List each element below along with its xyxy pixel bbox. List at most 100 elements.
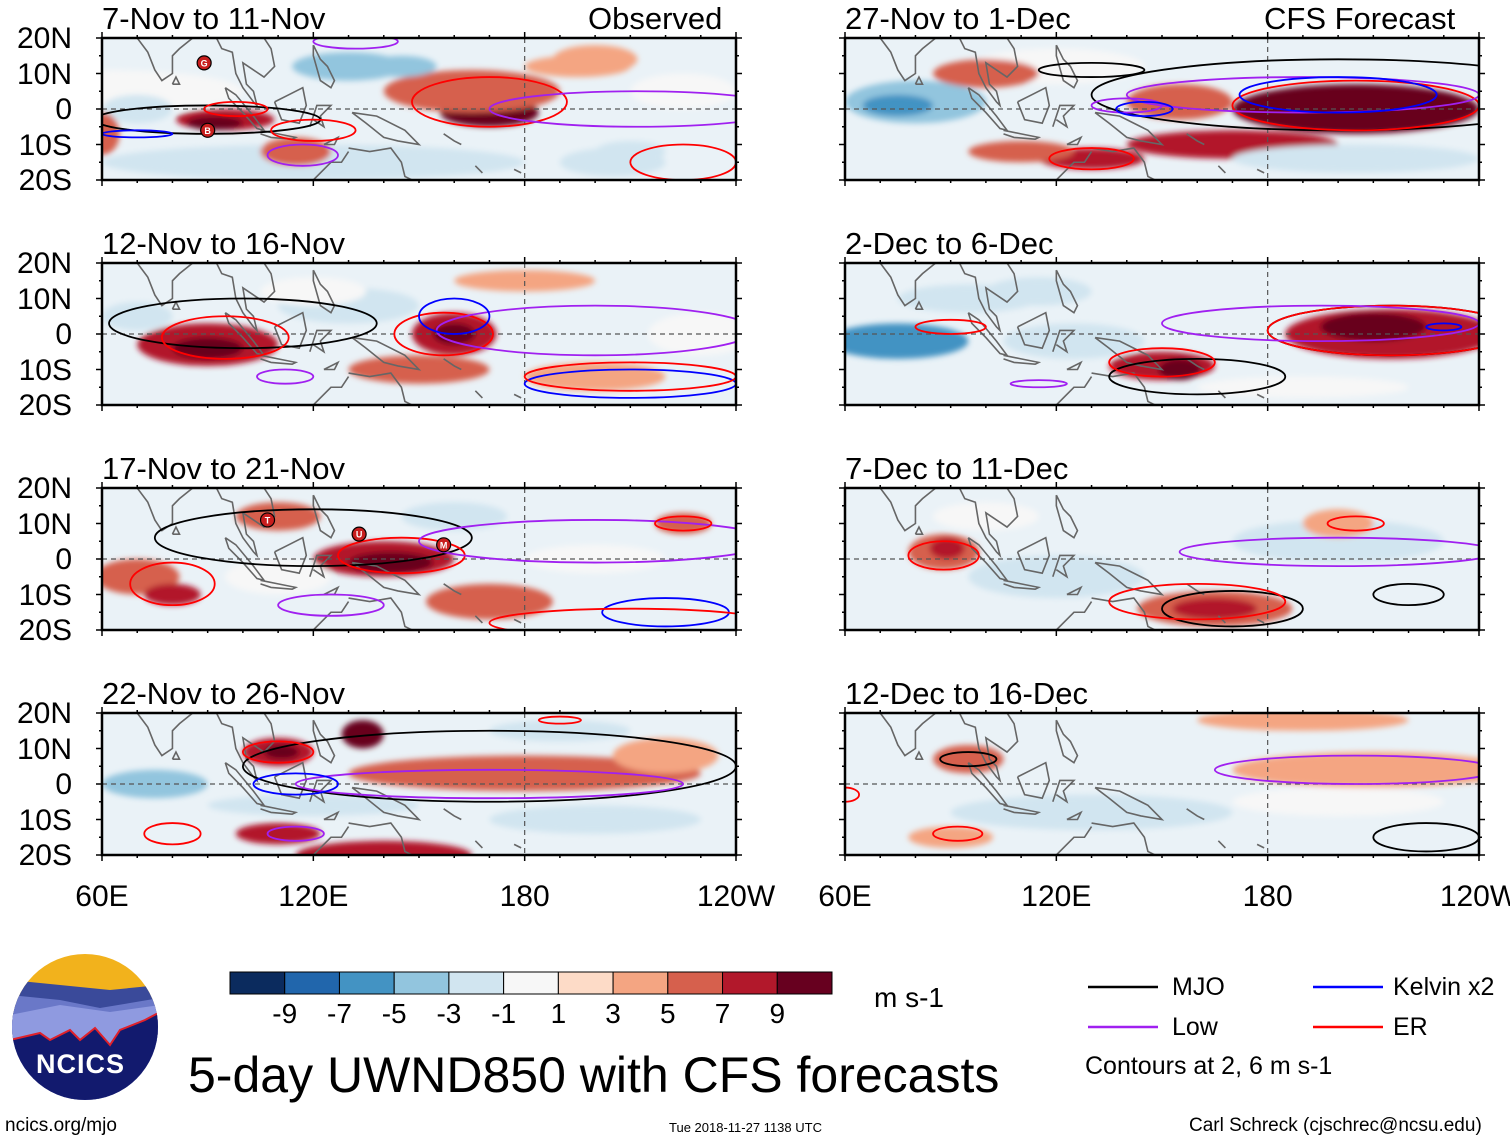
wind-anomaly-cell [102,112,120,156]
contour-er [488,607,736,630]
coastline [1003,129,1042,140]
lon-tick-label: 60E [75,880,129,913]
coastline [136,263,276,334]
lat-tick-label: 0 [55,318,72,351]
wind-anomaly-cell [524,362,666,391]
coastline [1055,44,1079,89]
lat-tick-label: 10N [16,282,72,316]
contour-er [932,825,984,842]
coastline [879,713,1019,784]
coastline [171,75,181,85]
coastline [224,537,267,582]
colorbar [229,971,833,995]
wind-anomaly-cell [102,302,173,331]
coastline [348,822,413,855]
source-url[interactable]: ncics.org/mjo [5,1115,117,1136]
svg-text:U: U [356,530,363,540]
contour-er [241,740,315,764]
coastline [1003,804,1042,815]
coastline [967,762,1010,807]
storm-marker: T [259,512,276,528]
coastline [1016,86,1051,125]
lat-tick-label: 20N [16,697,72,730]
coastline [351,561,422,596]
wind-anomaly-cell [862,94,934,117]
storm-marker: G [196,55,212,71]
coastline [312,601,350,630]
colorbar-tick-label: -1 [491,998,517,1029]
map-panel [839,482,1485,636]
figure-title: 5-day UWND850 with CFS forecasts [188,1047,1000,1103]
coastline [136,38,276,109]
coastline [273,536,308,575]
panel-title: 27-Nov to 1-Dec [845,1,1071,36]
contour-mjo [242,729,736,803]
contour-er [1266,304,1479,357]
contour-low [256,368,315,385]
lon-tick-label: 120E [278,880,349,913]
contour-kelvin [1425,322,1463,332]
lat-tick-label: 20S [18,389,72,422]
coastline [1055,719,1079,764]
wind-anomaly-cell [1320,312,1427,342]
lon-tick-label: 60E [818,880,872,913]
coastline [1016,536,1051,575]
coastline [1066,810,1083,821]
contour-er [1108,582,1287,621]
lat-tick-label: 10N [16,57,72,91]
coastline [260,579,299,590]
wind-anomaly-cell [144,583,201,606]
contour-low [488,90,736,128]
logo-text: NCICS [36,1049,126,1079]
coastline [1091,147,1156,180]
map-panel [839,32,1485,186]
wind-anomaly-cell [552,45,638,74]
coastline [312,151,350,180]
coastline [1055,826,1093,855]
lat-tick-label: 20S [18,839,72,872]
contour-er [270,118,357,142]
coastline [879,263,1019,334]
wind-anomaly-cell [908,826,993,848]
coastline [1016,761,1051,800]
coastline [1052,779,1076,804]
lat-tick-label: 20N [16,22,72,55]
lat-tick-label: 0 [55,93,72,126]
map-panel [96,257,742,411]
contour-kelvin [418,297,491,335]
map-panel [839,257,1485,411]
wind-anomaly-cell [1292,91,1420,113]
map-panel: T U M [96,482,742,636]
contour-mjo [1037,61,1146,78]
lat-tick-label: 10S [18,353,72,387]
colorbar-swatch [557,971,614,995]
wind-anomaly-cell [102,769,208,799]
coastline [1055,151,1093,180]
coastline [260,804,299,815]
contour-mjo [1372,582,1445,607]
ncics-logo [12,954,158,1100]
contour-low [1161,304,1479,342]
coastline [1052,554,1076,579]
panel-title: 22-Nov to 26-Nov [102,676,345,711]
coastline [171,300,181,310]
wind-anomaly-cell [235,823,321,845]
colorbar-tick-label: -5 [381,998,407,1029]
coastline [914,75,924,85]
coastline [273,86,308,125]
wind-anomaly-cell [1232,519,1444,563]
lat-tick-label: 10S [18,803,72,837]
wind-anomaly-cell [933,59,1039,88]
colorbar-swatch [338,971,395,995]
legend-note: Contours at 2, 6 m s-1 [1085,1052,1333,1080]
colorbar-swatch [284,971,340,995]
contour-er [654,515,713,532]
coastline [513,168,522,174]
lon-tick-label: 180 [1242,880,1293,913]
coastline [1016,311,1051,350]
colorbar-units: m s-1 [874,982,944,1013]
wind-anomaly-cell [985,277,1092,306]
coastline [1256,393,1265,399]
contour-low [1125,76,1479,114]
contour-mjo [939,751,998,768]
